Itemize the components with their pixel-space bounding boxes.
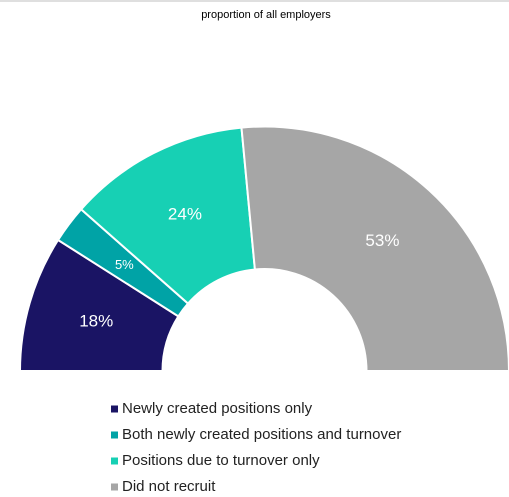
data-label: 18% [79, 312, 113, 331]
legend-label: Newly created positions only [122, 400, 313, 417]
slice [79, 126, 256, 305]
legend-label: Both newly created positions and turnove… [122, 426, 401, 443]
legend-swatch [111, 431, 118, 439]
slice [240, 125, 509, 372]
data-label: 53% [365, 231, 399, 250]
legend-swatch [111, 405, 118, 413]
legend-swatch [111, 457, 118, 465]
legend-label: Positions due to turnover only [122, 452, 320, 469]
chart-title: proportion of all employers [201, 9, 331, 21]
data-label: 24% [168, 204, 202, 223]
data-label: 5% [115, 257, 134, 272]
legend-label: Did not recruit [122, 478, 216, 495]
legend-swatch [111, 483, 118, 491]
